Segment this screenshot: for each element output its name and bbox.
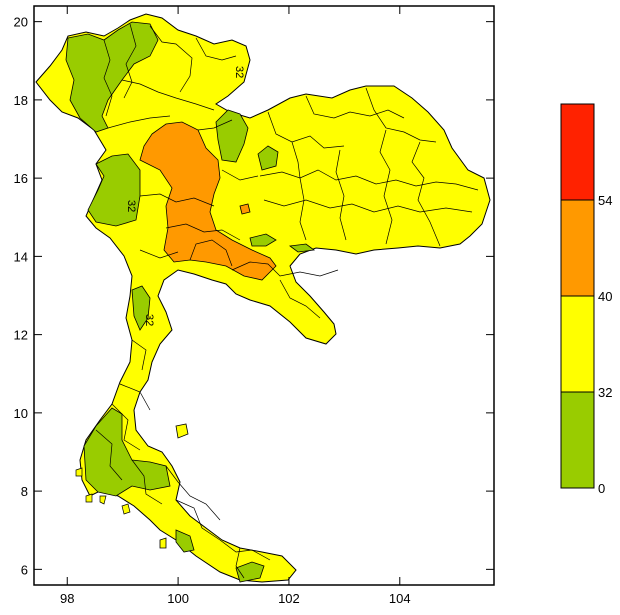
legend-level-label: 32 xyxy=(598,385,612,400)
y-tick-label: 16 xyxy=(14,171,28,186)
map-layers xyxy=(35,13,491,583)
x-tick-label: 102 xyxy=(278,591,300,606)
y-tick-label: 14 xyxy=(14,249,28,264)
color-legend: 0 32 40 54 xyxy=(560,103,612,496)
y-tick-label: 6 xyxy=(21,562,28,577)
map-axes: 98 100 102 104 6 8 10 12 14 16 18 20 xyxy=(14,6,494,606)
zone-low-north-east-patch xyxy=(257,145,279,171)
legend-bin xyxy=(560,391,595,489)
y-tick-label: 12 xyxy=(14,328,28,343)
zone-low-central-strip xyxy=(249,233,277,247)
legend-level-label: 54 xyxy=(598,193,612,208)
x-tick-label: 100 xyxy=(167,591,189,606)
zone-low-peninsula-upper xyxy=(131,285,151,331)
zone-high-central xyxy=(139,121,277,281)
y-tick-label: 10 xyxy=(14,406,28,421)
contour-label-north: 32 xyxy=(233,66,245,78)
zone-low-north-central xyxy=(215,109,249,163)
island-south-small xyxy=(159,537,167,549)
legend-bin xyxy=(560,199,595,297)
x-tick-label: 104 xyxy=(389,591,411,606)
province-boundaries xyxy=(95,23,479,579)
west-coast-islands xyxy=(75,467,131,515)
zone-high-small-dot xyxy=(239,203,251,215)
zone-low-west xyxy=(87,153,141,227)
x-tick-label: 98 xyxy=(60,591,74,606)
legend-level-label: 0 xyxy=(598,481,605,496)
legend-level-label: 40 xyxy=(598,289,612,304)
zone-low-far-south xyxy=(175,529,195,553)
legend-bin xyxy=(560,295,595,393)
legend-bin xyxy=(560,103,595,201)
contour-label-west: 32 xyxy=(125,200,137,212)
zone-low-east-strip xyxy=(288,243,316,253)
y-tick-label: 18 xyxy=(14,93,28,108)
island-samui xyxy=(175,423,189,439)
map-frame xyxy=(33,5,495,586)
y-tick-label: 8 xyxy=(21,484,28,499)
contour-label-peninsula: 32 xyxy=(143,314,155,326)
y-tick-label: 20 xyxy=(14,15,28,30)
